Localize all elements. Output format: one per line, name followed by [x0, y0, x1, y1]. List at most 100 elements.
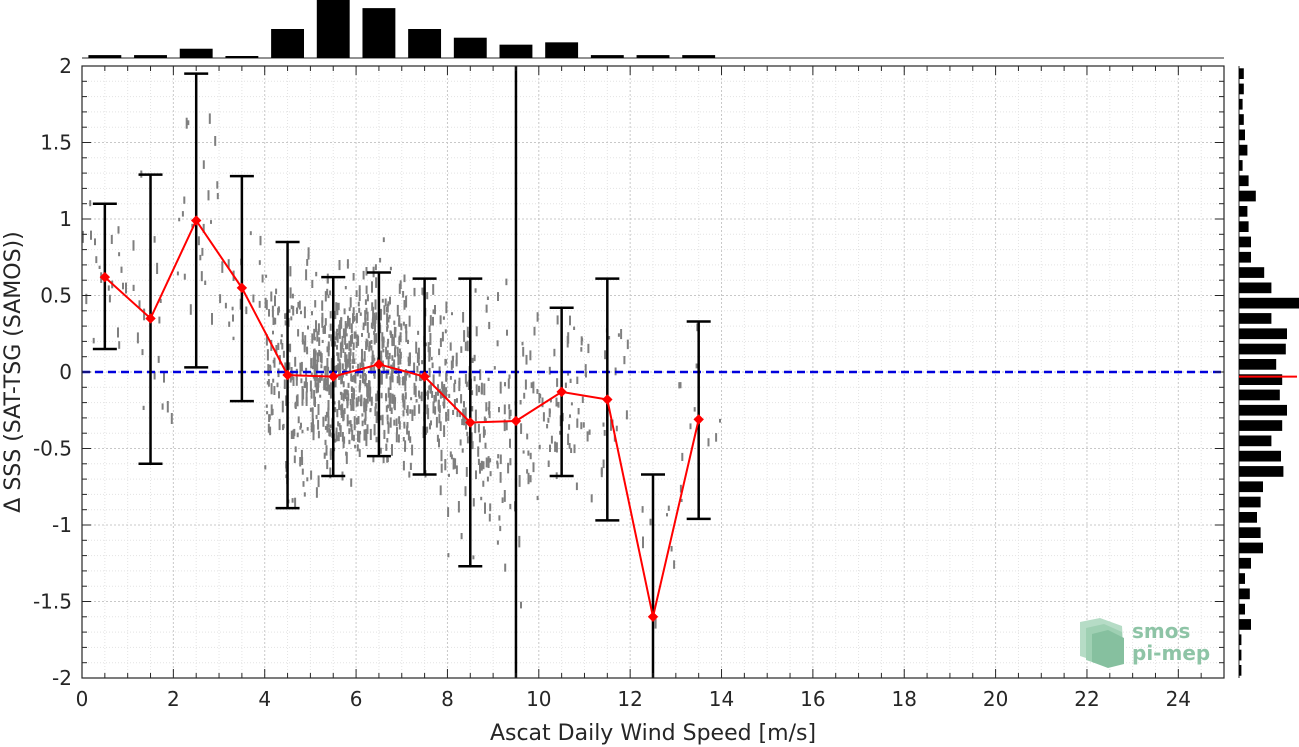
- right-histogram-bar: [1239, 603, 1245, 615]
- right-histogram-bar: [1239, 343, 1286, 355]
- mean-line: [99, 215, 704, 623]
- x-tick-label: 10: [526, 687, 551, 711]
- right-histogram-bar: [1239, 68, 1244, 80]
- right-histogram-bar: [1239, 481, 1263, 493]
- mean-marker: [282, 369, 293, 381]
- mean-marker: [647, 611, 659, 623]
- x-tick-label: 6: [350, 687, 363, 711]
- x-tick-label: 12: [617, 687, 642, 711]
- mean-marker: [693, 414, 704, 425]
- right-histogram-bar: [1239, 98, 1243, 110]
- right-histogram-bar: [1239, 389, 1280, 401]
- mean-marker: [99, 271, 111, 283]
- right-histogram-bar: [1239, 236, 1251, 248]
- right-histogram-bar: [1239, 251, 1251, 263]
- y-axis-label: Δ SSS (SAT-TSG (SAMOS)): [1, 231, 26, 512]
- right-histogram-bar: [1239, 144, 1248, 156]
- right-histogram-bar: [1239, 129, 1245, 141]
- top-histogram: [82, 0, 1224, 59]
- x-axis-label: Ascat Daily Wind Speed [m/s]: [490, 721, 816, 746]
- right-histogram-bar: [1239, 328, 1287, 340]
- top-histogram-bar: [362, 8, 396, 59]
- right-histogram-bar: [1239, 160, 1243, 171]
- top-histogram-bar: [225, 56, 259, 58]
- logo-text-pi-mep: pi-mep: [1132, 641, 1210, 665]
- right-histogram-bar: [1239, 664, 1242, 676]
- mean-marker: [465, 417, 476, 428]
- right-histogram-bar: [1239, 649, 1242, 661]
- right-histogram-bar: [1239, 267, 1265, 278]
- right-histogram-bar: [1239, 221, 1249, 233]
- mean-marker: [328, 371, 339, 382]
- right-histogram-bar: [1239, 573, 1245, 584]
- y-tick-label: -0.5: [33, 437, 72, 461]
- y-tick-label: 1.5: [40, 131, 72, 155]
- x-tick-label: 14: [709, 687, 734, 711]
- right-histogram-bar: [1239, 450, 1281, 462]
- right-histogram: [1238, 66, 1299, 678]
- mean-marker: [602, 394, 613, 405]
- right-histogram-bar: [1239, 114, 1244, 125]
- top-histogram-bar: [179, 48, 213, 58]
- top-histogram-bar: [408, 29, 442, 58]
- right-histogram-bar: [1239, 466, 1284, 477]
- y-tick-label: -1.5: [33, 590, 72, 614]
- right-histogram-bar: [1239, 496, 1261, 508]
- y-tick-label: -2: [52, 666, 72, 690]
- mean-marker: [145, 313, 156, 324]
- right-histogram-bar: [1239, 83, 1244, 95]
- x-tick-label: 18: [892, 687, 917, 711]
- x-axis: 0 2 4 6 8 10 12 14 16 18 20 22 24: [76, 66, 1225, 711]
- right-histogram-bar: [1239, 435, 1272, 447]
- mean-marker: [190, 215, 202, 226]
- y-tick-label: 2: [59, 54, 72, 78]
- right-histogram-bar: [1239, 404, 1287, 416]
- y-tick-label: 1: [59, 207, 72, 231]
- mean-marker: [373, 359, 385, 370]
- right-histogram-bar: [1239, 374, 1283, 386]
- right-histogram-bar: [1239, 420, 1283, 431]
- y-tick-label: 0: [59, 360, 72, 384]
- right-histogram-bar: [1239, 358, 1277, 370]
- right-histogram-bar: [1239, 557, 1251, 569]
- mean-marker: [510, 415, 522, 427]
- right-histogram-bar: [1239, 588, 1250, 600]
- right-histogram-bar: [1239, 619, 1251, 630]
- right-histogram-bar: [1239, 175, 1249, 187]
- right-histogram-bar: [1239, 634, 1242, 646]
- right-histogram-bar: [1239, 527, 1261, 539]
- top-histogram-bar: [88, 55, 122, 58]
- mean-marker: [236, 282, 248, 294]
- right-histogram-bar: [1239, 297, 1299, 309]
- mean-polyline: [104, 218, 700, 618]
- top-histogram-bar: [590, 55, 624, 58]
- top-histogram-bar: [134, 55, 167, 58]
- x-tick-label: 0: [76, 687, 89, 711]
- top-histogram-bar: [682, 55, 716, 58]
- top-histogram-bar: [545, 42, 579, 58]
- x-tick-label: 4: [258, 687, 271, 711]
- x-tick-label: 8: [441, 687, 454, 711]
- y-tick-label: 0.5: [40, 284, 72, 308]
- x-tick-label: 2: [167, 687, 180, 711]
- top-histogram-bar: [636, 55, 670, 58]
- mean-marker: [419, 371, 430, 382]
- right-histogram-bar: [1239, 511, 1257, 523]
- x-tick-label: 22: [1074, 687, 1099, 711]
- right-histogram-bar: [1239, 190, 1256, 202]
- right-histogram-bar: [1239, 205, 1248, 217]
- logo-text-smos: smos: [1132, 619, 1190, 643]
- smos-pi-mep-logo: smos pi-mep: [1080, 618, 1210, 668]
- top-histogram-bar: [271, 29, 305, 58]
- x-tick-label: 24: [1166, 687, 1191, 711]
- right-histogram-bar: [1239, 313, 1272, 324]
- logo-mark-icon: [1080, 618, 1124, 668]
- right-histogram-bar: [1239, 542, 1263, 554]
- x-tick-label: 20: [983, 687, 1008, 711]
- mean-marker: [556, 386, 567, 398]
- x-tick-label: 16: [800, 687, 825, 711]
- y-axis: -2 -1.5 -1 -0.5 0 0.5 1 1.5 2: [33, 54, 1224, 690]
- top-histogram-bar: [499, 44, 533, 58]
- top-histogram-bar: [453, 37, 487, 58]
